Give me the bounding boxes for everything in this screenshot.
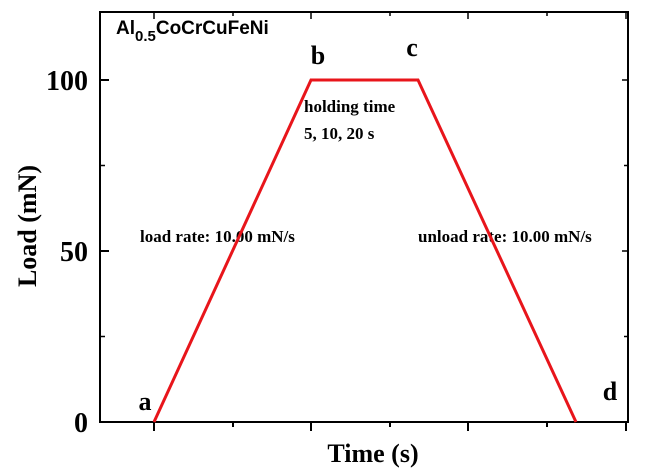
y-axis-label: Load (mN) (13, 165, 42, 287)
point-label-c: c (406, 33, 418, 62)
point-label-a: a (139, 387, 152, 416)
point-label-b: b (311, 41, 325, 70)
y-tick-label: 100 (46, 66, 88, 97)
load-rate-label: load rate: 10.00 mN/s (140, 227, 295, 246)
plot-frame (99, 11, 629, 423)
unload-rate-label: unload rate: 10.00 mN/s (418, 227, 592, 246)
x-axis-label: Time (s) (327, 439, 418, 468)
load-series-line (152, 78, 578, 423)
y-tick-label: 0 (74, 408, 88, 439)
holding-time-line1: holding time (304, 97, 396, 116)
holding-time-line2: 5, 10, 20 s (304, 124, 375, 143)
chart-title: Al0.5CoCrCuFeNi (116, 18, 269, 45)
point-label-d: d (603, 377, 618, 406)
y-tick-label: 50 (60, 237, 88, 268)
